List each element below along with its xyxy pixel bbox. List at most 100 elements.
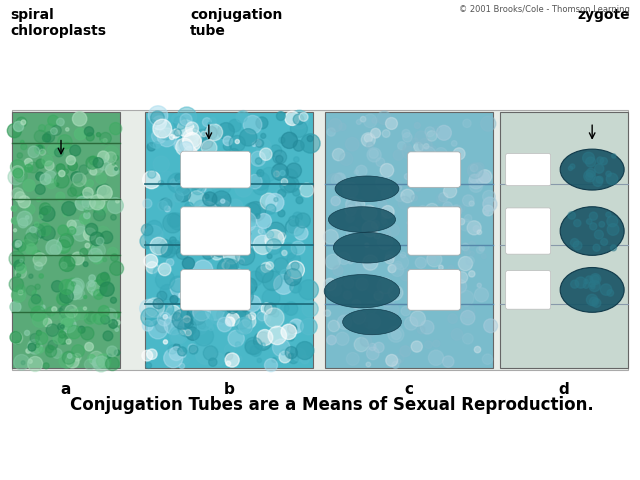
FancyBboxPatch shape [506, 208, 550, 254]
Circle shape [410, 311, 426, 326]
Circle shape [20, 259, 23, 262]
Circle shape [221, 199, 225, 203]
Circle shape [58, 225, 68, 235]
Circle shape [363, 255, 378, 270]
Circle shape [260, 193, 277, 210]
Circle shape [99, 305, 109, 317]
Circle shape [59, 331, 66, 338]
Circle shape [209, 277, 214, 282]
Circle shape [287, 261, 305, 279]
Circle shape [189, 272, 196, 279]
Circle shape [153, 119, 172, 138]
Circle shape [266, 204, 276, 214]
Circle shape [570, 239, 579, 247]
Circle shape [408, 222, 420, 234]
Circle shape [225, 219, 243, 237]
Circle shape [154, 300, 172, 318]
Circle shape [378, 111, 391, 124]
Circle shape [463, 195, 474, 206]
Circle shape [219, 300, 230, 311]
Circle shape [301, 356, 309, 364]
Circle shape [31, 306, 45, 321]
Circle shape [227, 268, 244, 286]
Circle shape [589, 297, 598, 306]
Circle shape [71, 282, 76, 286]
Circle shape [197, 183, 206, 192]
Circle shape [307, 135, 313, 142]
Circle shape [66, 355, 79, 368]
Circle shape [97, 311, 109, 323]
Circle shape [65, 278, 81, 294]
Circle shape [79, 192, 93, 206]
Circle shape [86, 281, 96, 290]
Circle shape [294, 157, 299, 162]
Circle shape [217, 293, 232, 308]
Circle shape [252, 172, 270, 190]
Circle shape [170, 179, 177, 186]
Circle shape [239, 129, 257, 146]
Circle shape [148, 320, 168, 339]
Circle shape [197, 210, 207, 220]
Circle shape [188, 344, 196, 352]
Circle shape [324, 310, 331, 316]
Circle shape [144, 254, 157, 268]
Circle shape [140, 300, 158, 318]
Circle shape [287, 324, 297, 334]
Circle shape [39, 274, 44, 278]
Circle shape [218, 258, 237, 278]
Circle shape [284, 269, 301, 286]
Circle shape [16, 285, 26, 294]
Circle shape [147, 349, 157, 360]
Circle shape [382, 130, 390, 137]
Circle shape [243, 302, 248, 308]
Circle shape [86, 312, 97, 322]
Circle shape [431, 162, 444, 175]
Circle shape [85, 243, 90, 248]
Circle shape [109, 320, 118, 328]
Circle shape [233, 240, 246, 254]
Circle shape [260, 227, 267, 234]
Circle shape [419, 138, 432, 152]
Circle shape [465, 215, 472, 222]
Circle shape [336, 332, 349, 345]
Circle shape [484, 211, 488, 215]
Text: a: a [61, 382, 71, 397]
Circle shape [171, 129, 180, 138]
Circle shape [228, 120, 241, 132]
Circle shape [332, 173, 345, 187]
Circle shape [10, 160, 25, 174]
Circle shape [33, 253, 47, 266]
Circle shape [217, 279, 223, 286]
Circle shape [85, 342, 93, 351]
Circle shape [40, 203, 51, 214]
Circle shape [35, 184, 45, 194]
Circle shape [13, 168, 23, 178]
Circle shape [243, 315, 256, 328]
Circle shape [74, 289, 84, 300]
Circle shape [56, 192, 65, 201]
Circle shape [250, 151, 266, 166]
Circle shape [280, 177, 296, 193]
Circle shape [233, 307, 246, 320]
Circle shape [14, 260, 24, 271]
Circle shape [191, 182, 204, 195]
Circle shape [236, 342, 241, 347]
Circle shape [31, 224, 45, 239]
Circle shape [57, 293, 69, 305]
Circle shape [65, 128, 69, 131]
Circle shape [207, 276, 214, 282]
Circle shape [280, 304, 289, 312]
Circle shape [92, 357, 104, 369]
Circle shape [337, 315, 351, 329]
Circle shape [380, 164, 394, 177]
Circle shape [191, 123, 209, 141]
Circle shape [223, 136, 232, 145]
Circle shape [60, 233, 74, 248]
Circle shape [179, 363, 184, 369]
Circle shape [438, 198, 442, 203]
FancyBboxPatch shape [408, 152, 461, 187]
Circle shape [451, 329, 463, 340]
Text: conjugation
tube: conjugation tube [190, 8, 282, 38]
Circle shape [438, 265, 444, 270]
Circle shape [191, 181, 203, 193]
